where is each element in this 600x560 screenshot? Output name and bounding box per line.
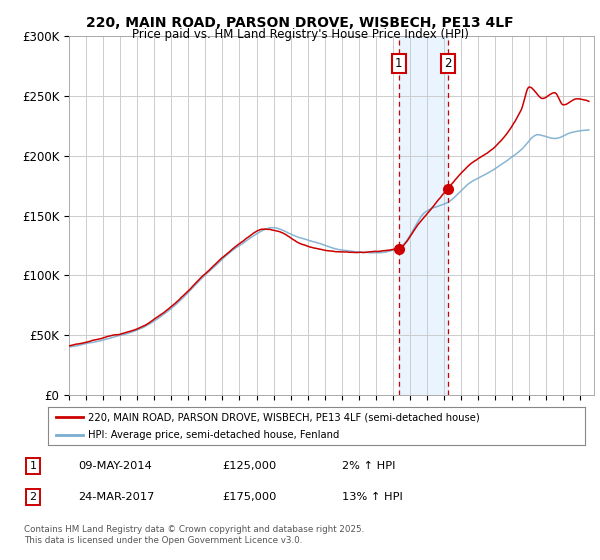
Text: 24-MAR-2017: 24-MAR-2017 [78, 492, 154, 502]
Text: 09-MAY-2014: 09-MAY-2014 [78, 461, 152, 471]
Text: Price paid vs. HM Land Registry's House Price Index (HPI): Price paid vs. HM Land Registry's House … [131, 28, 469, 41]
Text: 1: 1 [395, 57, 403, 71]
Text: 2: 2 [444, 57, 452, 71]
Text: £125,000: £125,000 [222, 461, 276, 471]
Text: 220, MAIN ROAD, PARSON DROVE, WISBECH, PE13 4LF: 220, MAIN ROAD, PARSON DROVE, WISBECH, P… [86, 16, 514, 30]
Text: 2% ↑ HPI: 2% ↑ HPI [342, 461, 395, 471]
Text: 13% ↑ HPI: 13% ↑ HPI [342, 492, 403, 502]
Text: Contains HM Land Registry data © Crown copyright and database right 2025.
This d: Contains HM Land Registry data © Crown c… [24, 525, 364, 545]
Text: 220, MAIN ROAD, PARSON DROVE, WISBECH, PE13 4LF (semi-detached house): 220, MAIN ROAD, PARSON DROVE, WISBECH, P… [88, 412, 480, 422]
Text: 1: 1 [29, 461, 37, 471]
Text: HPI: Average price, semi-detached house, Fenland: HPI: Average price, semi-detached house,… [88, 430, 340, 440]
Text: £175,000: £175,000 [222, 492, 277, 502]
Bar [399, 36, 448, 395]
Text: 2: 2 [29, 492, 37, 502]
